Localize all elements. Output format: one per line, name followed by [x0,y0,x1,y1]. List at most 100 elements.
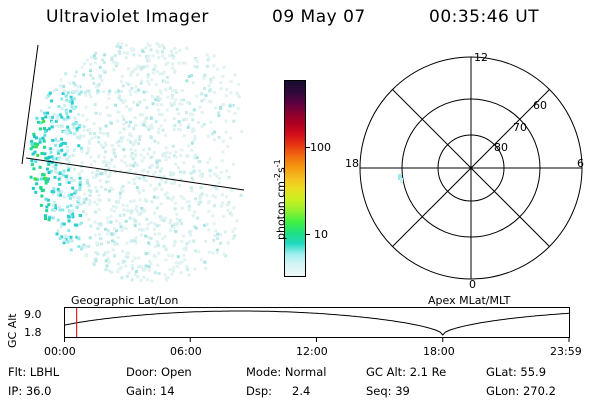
emission-pixel [140,113,144,117]
emission-pixel [133,221,137,225]
emission-pixel [180,206,184,210]
emission-pixel [81,114,85,118]
emission-pixel [225,169,229,173]
emission-pixel [144,252,148,256]
emission-pixel [168,268,172,271]
emission-pixel [145,227,149,231]
emission-pixel [149,48,153,52]
emission-pixel [100,79,104,83]
emission-pixel [212,222,216,226]
emission-pixel [115,140,119,144]
emission-pixel [35,136,38,140]
emission-pixel [99,74,102,78]
emission-pixel [193,267,197,271]
emission-pixel [212,75,216,79]
emission-pixel [156,163,160,167]
emission-pixel [66,165,70,169]
emission-pixel [157,272,161,275]
emission-pixel [47,203,51,207]
emission-pixel [50,190,54,193]
emission-pixel [128,120,132,124]
emission-pixel [175,212,179,216]
emission-pixel [65,145,69,149]
emission-pixel [109,214,113,218]
mlt-label-0: 0 [469,278,476,290]
emission-pixel [73,191,77,195]
emission-pixel [121,122,125,126]
mlt-label-18: 18 [345,157,359,170]
emission-pixel [112,60,116,64]
emission-pixel [208,174,212,178]
emission-pixel [78,223,82,227]
emission-pixel [172,225,176,229]
emission-pixel [192,239,196,243]
emission-pixel [232,206,236,210]
emission-pixel [49,147,53,151]
emission-pixel [56,187,60,191]
emission-pixel [53,204,57,207]
emission-pixel [65,132,69,136]
emission-pixel [157,45,161,48]
emission-pixel [103,53,107,57]
emission-pixel [95,85,98,89]
auroral-image [21,42,245,283]
emission-pixel [191,178,195,182]
emission-pixel [187,75,191,78]
emission-pixel [159,202,163,206]
emission-pixel [169,218,173,222]
emission-pixel [71,153,75,157]
emission-pixel [171,254,175,258]
emission-pixel [199,186,203,189]
emission-pixel [200,192,204,196]
emission-pixel [164,154,168,158]
emission-pixel [118,131,122,135]
emission-pixel [108,174,112,178]
emission-pixel [129,147,133,151]
emission-pixel [105,264,109,268]
emission-pixel [223,230,227,234]
emission-pixel [33,135,36,139]
colorbar-tick-10: 10 [314,228,328,241]
emission-pixel [113,242,117,246]
emission-pixel [119,169,123,173]
emission-pixel [30,159,34,163]
emission-pixel [89,95,93,99]
emission-pixel [106,216,110,220]
emission-pixel [85,118,89,122]
emission-pixel [239,193,243,197]
emission-pixel [49,170,53,174]
emission-pixel [51,121,54,124]
emission-pixel [203,260,207,264]
emission-pixel [96,91,100,95]
emission-pixel [35,144,38,148]
emission-pixel [52,89,56,93]
emission-pixel [106,256,110,260]
emission-pixel [111,239,114,243]
emission-pixel [208,157,212,161]
emission-pixel [82,62,86,66]
emission-pixel [155,103,159,107]
emission-pixel [156,263,160,267]
emission-pixel [146,42,150,46]
emission-pixel [78,187,82,191]
emission-pixel [59,162,63,166]
emission-pixel [89,155,93,159]
emission-pixel [152,172,155,176]
emission-pixel [73,90,77,94]
emission-pixel [138,228,142,232]
emission-pixel [150,126,154,130]
timeline-frame [64,307,570,338]
emission-pixel [44,156,48,160]
emission-pixel [172,266,176,269]
emission-pixel [69,95,73,99]
emission-pixel [84,90,88,94]
emission-pixel [135,163,139,167]
emission-pixel [165,108,169,112]
emission-pixel [45,96,49,100]
emission-pixel [125,226,128,230]
emission-pixel [118,194,122,198]
emission-pixel [163,273,167,277]
emission-pixel [134,171,138,175]
emission-pixel [97,194,101,198]
emission-pixel [147,82,151,86]
